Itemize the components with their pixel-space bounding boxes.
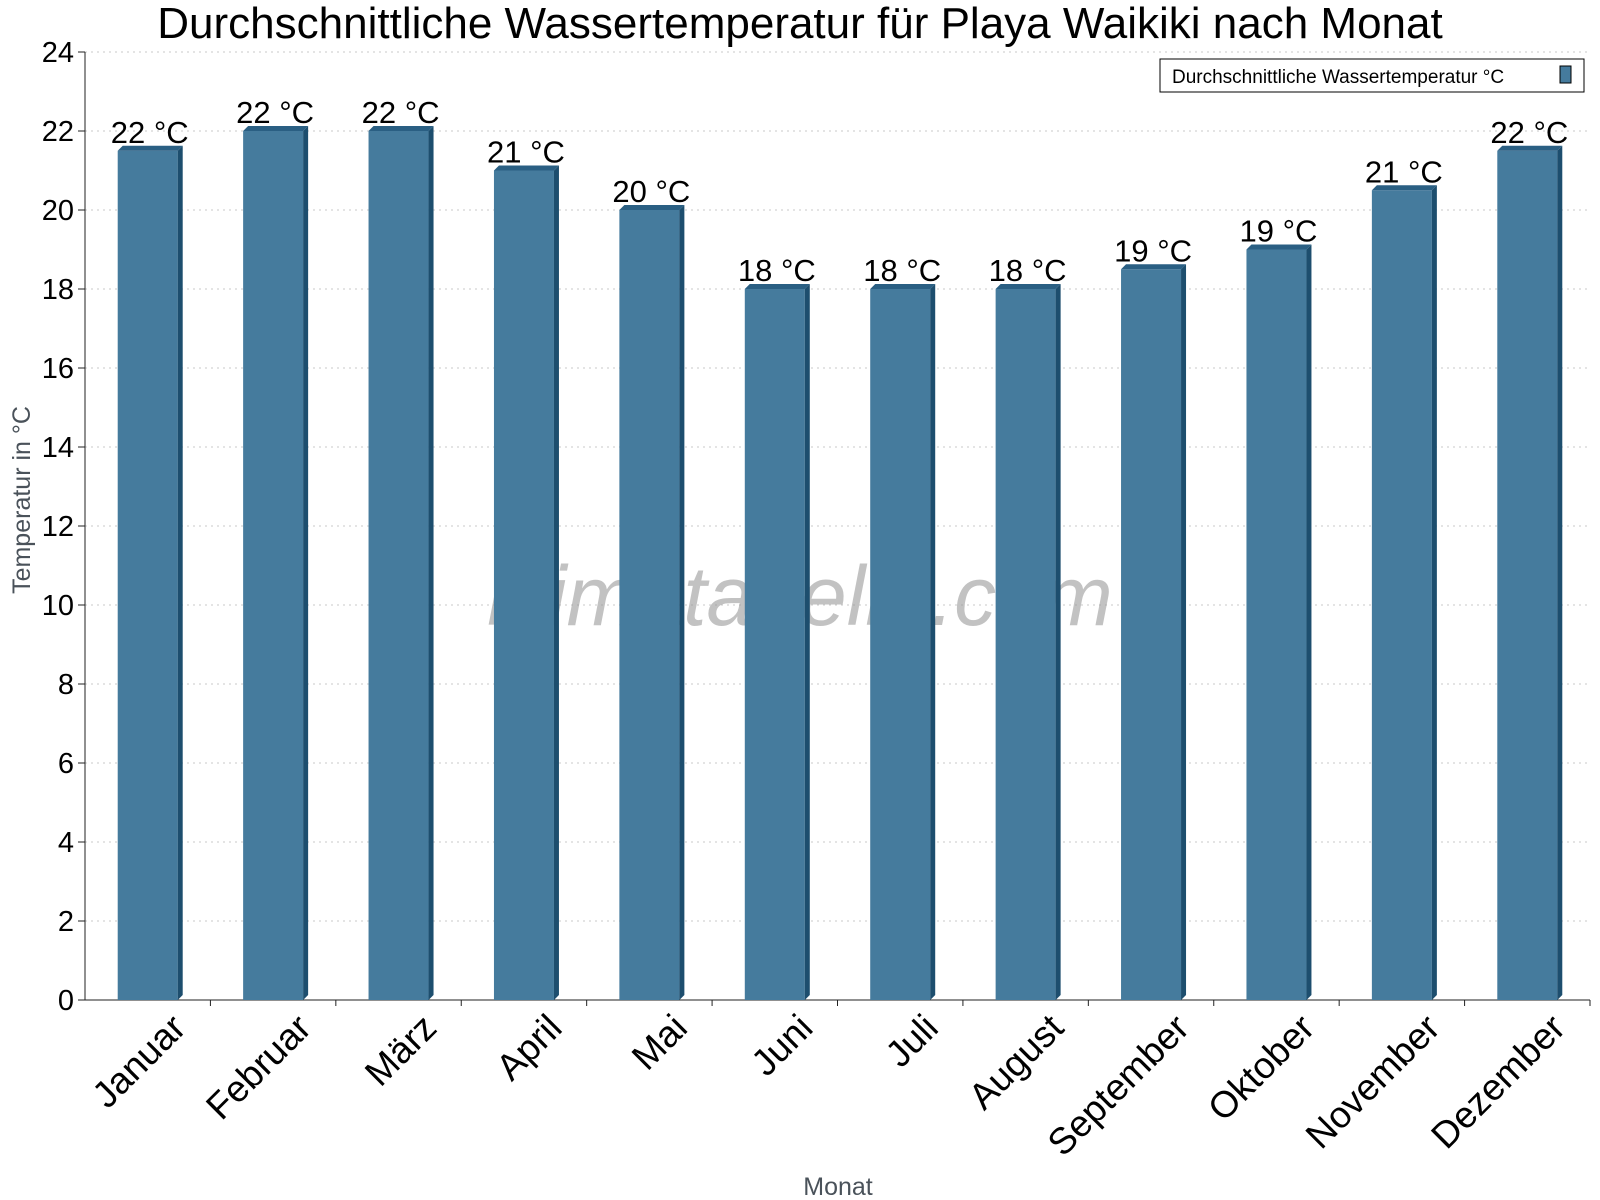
x-tick-label: Januar [84, 1007, 193, 1116]
bar-top [870, 284, 936, 289]
bar-data-label: 19 °C [1240, 214, 1318, 249]
bar-top [1121, 264, 1187, 270]
bar-side [1557, 145, 1563, 1000]
y-tick-label: 16 [42, 353, 74, 385]
y-tick-label: 24 [42, 37, 74, 69]
bar-top [619, 205, 685, 210]
bar-side [428, 126, 434, 1000]
bars [117, 126, 1563, 1000]
bar-data-label: 20 °C [612, 174, 690, 209]
y-axis-title: Temperatur in °C [8, 406, 36, 594]
y-tick-label: 0 [58, 985, 74, 1017]
y-tick-label: 14 [42, 432, 74, 464]
x-axis: Januar Februar März April Mai Juni Juli AugustS… [84, 999, 1591, 1164]
x-tick-label: März [357, 1007, 444, 1094]
bar-side [1306, 244, 1312, 1000]
y-tick-label: 6 [58, 748, 74, 780]
bar-data-label: 21 °C [487, 135, 565, 170]
legend-entry: Durchschnittliche Wassertemperatur °C [1172, 67, 1504, 88]
bar-side [1181, 264, 1187, 1000]
bar-top [117, 145, 183, 151]
x-tick-label: April [488, 1007, 569, 1088]
bar-side [553, 165, 559, 1000]
x-tick-label: August [961, 1006, 1072, 1117]
bar-side [930, 284, 936, 1000]
bar-top [1497, 145, 1563, 151]
bar-top [1246, 244, 1312, 250]
x-tick-label: Juni [743, 1007, 820, 1084]
bar-data-label: 22 °C [362, 95, 440, 130]
chart-title: Durchschnittliche Wassertemperatur für P… [157, 0, 1442, 48]
bar-top [995, 284, 1061, 289]
y-tick-label: 4 [58, 827, 74, 859]
x-tick-label: Dezember [1423, 1007, 1573, 1157]
bar-data-label: 22 °C [236, 95, 314, 130]
grid-lines [85, 51, 1590, 922]
y-tick-label: 18 [42, 274, 74, 306]
y-tick-label: 22 [42, 116, 74, 148]
bar [117, 150, 178, 1000]
bar-top [493, 165, 559, 171]
bar [493, 170, 554, 1000]
bar [1246, 249, 1307, 1000]
x-axis-title: Monat [803, 1173, 873, 1200]
bar-side [177, 145, 183, 1000]
bar [1371, 190, 1432, 1000]
bar-side [1055, 284, 1061, 1000]
x-tick-label: Februar [198, 1007, 319, 1128]
bar-data-label: 18 °C [738, 253, 816, 288]
bar-top [1371, 185, 1437, 191]
bar-side [679, 205, 685, 1000]
bar-data-label: 19 °C [1114, 233, 1192, 268]
x-tick-label: November [1298, 1007, 1448, 1157]
bar-data-label: 22 °C [1490, 115, 1568, 150]
legend-box [1159, 58, 1585, 93]
y-tick-label: 12 [42, 511, 74, 543]
bar-top [744, 284, 810, 289]
bar [368, 131, 429, 1000]
bar [744, 289, 805, 1000]
x-tick-label: Oktober [1200, 1007, 1322, 1129]
bar [1497, 150, 1558, 1000]
bar [243, 131, 304, 1000]
bar-data-label: 18 °C [863, 253, 941, 288]
y-tick-label: 8 [58, 669, 74, 701]
bar-labels: 22 °C 22 °C 22 °C 21 °C 20 °C 18 °C 18 °C 18 °C… [111, 95, 1568, 288]
bar [995, 289, 1056, 1000]
y-tick-label: 20 [42, 195, 74, 227]
bar-side [1431, 185, 1437, 1000]
bar-data-label: 22 °C [111, 115, 189, 150]
bar [619, 210, 680, 1000]
legend: Durchschnittliche Wassertemperatur °C [1159, 58, 1585, 93]
bar-side [303, 126, 309, 1000]
bar [870, 289, 931, 1000]
y-tick-label: 10 [42, 590, 74, 622]
bar-data-label: 21 °C [1365, 154, 1443, 189]
bar-side [804, 284, 810, 1000]
bar-top [243, 126, 309, 131]
bar [1121, 269, 1182, 1000]
x-tick-label: Mai [624, 1007, 695, 1078]
bar-data-label: 18 °C [989, 253, 1067, 288]
x-tick-label: Juli [878, 1007, 946, 1075]
y-tick-label: 2 [58, 906, 74, 938]
bar-top [368, 126, 434, 131]
legend-swatch [1559, 65, 1572, 84]
